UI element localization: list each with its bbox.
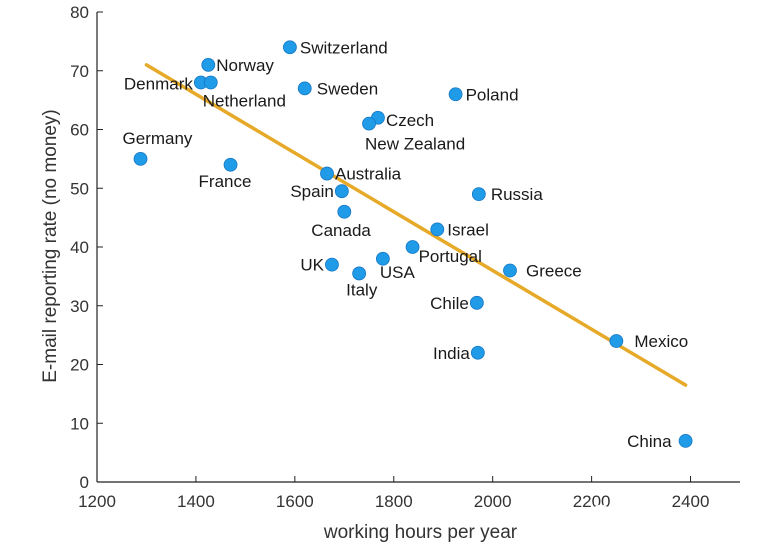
y-tick-label: 50 — [70, 179, 89, 198]
x-tick-label: 2000 — [474, 492, 512, 511]
point-switzerland — [282, 40, 297, 55]
point-label-canada: Canada — [311, 221, 371, 240]
data-points: Switzerland Norway Denmark Netherland Sweden… — [123, 38, 693, 451]
point-label-poland: Poland — [466, 85, 519, 104]
point-label-switzerland: Switzerland — [300, 38, 388, 57]
point-canada — [337, 204, 352, 219]
point-france — [223, 157, 238, 172]
point-label-czech: Czech — [386, 111, 434, 130]
point-russia — [471, 187, 486, 202]
y-tick-label: 60 — [70, 121, 89, 140]
point-spain — [334, 184, 349, 199]
point-label-new-zealand: New Zealand — [365, 135, 465, 154]
point-label-mexico: Mexico — [634, 332, 688, 351]
point-label-netherland: Netherland — [203, 92, 286, 111]
y-tick-label: 30 — [70, 297, 89, 316]
wechat-icon — [592, 504, 617, 525]
y-axis-title: E-mail reporting rate (no money) — [40, 109, 61, 383]
point-label-germany: Germany — [123, 129, 193, 148]
point-chile — [469, 295, 484, 310]
point-label-spain: Spain — [290, 182, 333, 201]
x-tick-label: 1800 — [375, 492, 413, 511]
x-axis-title: working hours per year — [323, 522, 518, 543]
x-ticks: 1200 1400 1600 1800 2000 2200 2400 — [78, 476, 709, 511]
watermark-text: 算法机制设计 — [618, 506, 708, 524]
point-label-italy: Italy — [346, 280, 378, 299]
point-uk — [325, 257, 339, 272]
point-sweden — [297, 81, 312, 96]
trend-line — [144, 63, 688, 387]
point-label-denmark: Denmark — [124, 75, 193, 94]
point-label-sweden: Sweden — [317, 79, 378, 98]
point-label-greece: Greece — [526, 262, 582, 281]
y-tick-label: 10 — [70, 414, 89, 433]
point-poland — [448, 87, 463, 102]
x-tick-label: 2400 — [672, 492, 710, 511]
point-australia — [320, 166, 334, 181]
point-usa — [375, 251, 390, 266]
point-norway — [201, 57, 216, 72]
point-india — [470, 345, 485, 360]
point-label-australia: Australia — [335, 165, 402, 184]
point-label-india: India — [433, 344, 470, 363]
y-ticks: 0 10 20 30 40 50 60 70 80 — [70, 3, 103, 492]
point-netherland — [203, 75, 218, 90]
x-tick-label: 2200 — [573, 492, 611, 511]
y-tick-label: 80 — [70, 3, 89, 22]
x-tick-label: 1600 — [276, 492, 314, 511]
y-tick-label: 0 — [80, 473, 89, 492]
point-label-norway: Norway — [216, 56, 274, 75]
point-label-israel: Israel — [447, 220, 489, 239]
point-portugal — [405, 240, 420, 254]
point-label-china: China — [627, 432, 672, 451]
x-tick-label: 1400 — [177, 492, 215, 511]
point-label-uk: UK — [300, 256, 324, 275]
point-new-zealand — [362, 116, 376, 131]
y-tick-label: 40 — [70, 238, 89, 257]
watermark: 算法机制设计 — [592, 504, 708, 525]
point-israel — [430, 222, 445, 237]
y-tick-label: 70 — [70, 62, 89, 81]
point-label-france: France — [199, 172, 252, 191]
point-label-russia: Russia — [491, 185, 544, 204]
point-china — [678, 433, 693, 448]
point-greece — [503, 263, 517, 278]
point-label-chile: Chile — [430, 294, 469, 313]
point-germany — [133, 151, 148, 166]
point-italy — [352, 266, 367, 281]
y-tick-label: 20 — [70, 356, 89, 375]
point-label-usa: USA — [380, 263, 416, 282]
x-tick-label: 1200 — [78, 492, 116, 511]
point-mexico — [609, 334, 624, 348]
point-label-portugal: Portugal — [419, 247, 482, 266]
